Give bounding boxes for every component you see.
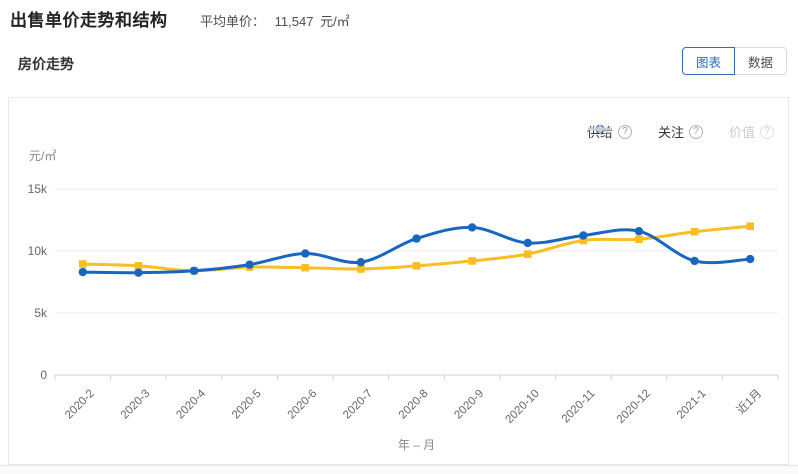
data-point-marker[interactable]: [301, 249, 310, 258]
view-toggle: 图表 数据: [681, 47, 787, 75]
data-point-marker[interactable]: [746, 222, 754, 230]
data-point-marker[interactable]: [78, 267, 88, 277]
data-point-marker[interactable]: [523, 238, 532, 248]
average-price-unit: 元/㎡: [320, 14, 350, 29]
tab-chart[interactable]: 图表: [681, 47, 735, 75]
data-point-marker[interactable]: [523, 250, 532, 258]
help-icon[interactable]: ?: [688, 124, 703, 139]
help-icon[interactable]: ?: [617, 124, 632, 139]
data-point-marker[interactable]: [690, 227, 699, 236]
section-title: 房价走势: [18, 56, 74, 72]
x-tick-label: 2020-4: [174, 387, 208, 421]
legend-marker-icon: [587, 124, 612, 134]
average-price: 平均单价： 11,547 元/㎡: [200, 11, 350, 30]
data-point-marker[interactable]: [301, 263, 310, 272]
data-point-marker[interactable]: [189, 266, 199, 276]
data-point-marker[interactable]: [745, 254, 755, 264]
x-tick-label: 2020-8: [397, 388, 431, 422]
x-axis-title: 年 – 月: [397, 438, 436, 452]
y-axis-unit-label: 元/㎡: [29, 149, 57, 163]
data-point-marker[interactable]: [635, 235, 643, 244]
legend-label: 价值: [728, 125, 755, 140]
data-point-marker[interactable]: [412, 262, 421, 270]
data-point-marker[interactable]: [579, 236, 588, 245]
chart-panel: 供给?关注?价值? 元/㎡ 05k10k15k2020-22020-32020-…: [8, 97, 789, 465]
x-tick-label: 2020-10: [504, 388, 542, 426]
y-tick-label: 15k: [28, 182, 48, 196]
data-point-marker[interactable]: [134, 262, 143, 270]
help-icon[interactable]: ?: [760, 124, 774, 139]
x-tick-label: 2020-9: [452, 388, 486, 422]
section-divider: [0, 465, 798, 474]
legend-label: 关注: [657, 125, 684, 140]
data-point-marker[interactable]: [579, 231, 588, 240]
data-point-marker[interactable]: [690, 256, 699, 266]
x-tick-label: 近1月: [734, 387, 764, 417]
x-tick-label: 2020-2: [63, 388, 97, 422]
legend-item[interactable]: 关注?: [587, 122, 703, 141]
average-price-value: 11,547: [274, 14, 314, 29]
data-point-marker[interactable]: [634, 226, 644, 236]
chart-legend: 供给?关注?价值?: [587, 122, 774, 141]
legend-item[interactable]: 价值?: [587, 122, 774, 141]
y-tick-label: 5k: [34, 306, 48, 320]
y-tick-label: 10k: [28, 244, 48, 258]
data-point-marker[interactable]: [412, 234, 421, 243]
page-title: 出售单价走势和结构: [10, 11, 168, 30]
x-tick-label: 2021-1: [675, 388, 709, 422]
data-point-marker[interactable]: [134, 268, 143, 277]
x-tick-label: 2020-5: [230, 388, 264, 422]
x-tick-label: 2020-7: [341, 388, 375, 422]
x-tick-label: 2020-11: [560, 388, 598, 426]
data-point-marker[interactable]: [79, 260, 87, 268]
data-point-marker[interactable]: [468, 257, 476, 265]
data-point-marker[interactable]: [467, 223, 477, 232]
x-tick-label: 2020-12: [615, 388, 653, 426]
data-point-marker[interactable]: [356, 257, 366, 267]
price-trend-chart[interactable]: 0 5k 10k 15k 2020-2 2020-3 2020-4 2020-5 2020-6 2…: [9, 98, 788, 464]
tab-data[interactable]: 数据: [733, 47, 787, 75]
data-point-marker[interactable]: [245, 260, 254, 269]
x-tick-label: 2020-6: [286, 388, 320, 422]
data-point-marker[interactable]: [357, 265, 365, 273]
average-price-label: 平均单价：: [200, 14, 266, 29]
x-tick-label: 2020-3: [119, 388, 153, 422]
y-tick-label: 0: [40, 368, 47, 382]
